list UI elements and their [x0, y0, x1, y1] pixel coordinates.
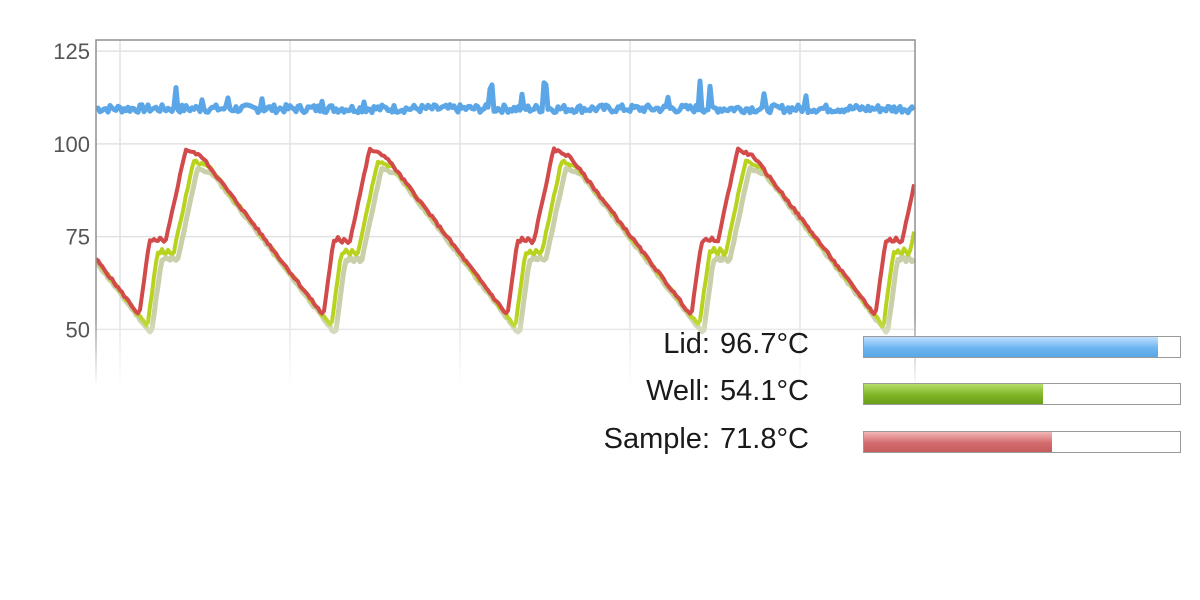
y-tick-label: 50 — [66, 317, 90, 342]
sample-label: Sample: — [603, 423, 710, 455]
plot-area — [94, 78, 917, 335]
well-label: Well: — [646, 375, 710, 407]
well-readout: Well: 54.1°C — [540, 375, 1190, 421]
y-axis-ticks: 50 75 100 125 — [53, 39, 90, 342]
chart-border — [95, 39, 916, 385]
well-value: 54.1°C — [720, 375, 809, 407]
plot-bottom-fade — [94, 315, 917, 387]
y-tick-label: 100 — [53, 132, 90, 157]
y-tick-label: 75 — [66, 225, 90, 250]
y-tick-label: 125 — [53, 39, 90, 64]
sample-level-fill — [864, 432, 1053, 452]
lid-level-bar — [863, 336, 1181, 358]
lid-series-line — [95, 78, 917, 116]
sample-readout: Sample: 71.8°C — [540, 423, 1190, 469]
well-series-shadow — [94, 165, 917, 335]
lid-level-fill — [864, 337, 1158, 357]
sample-value: 71.8°C — [720, 423, 809, 455]
sample-series-line — [94, 146, 916, 316]
chart-frame — [94, 39, 917, 387]
well-level-fill — [864, 384, 1043, 404]
lid-readout: Lid: 96.7°C — [540, 328, 1190, 374]
lid-value: 96.7°C — [720, 328, 809, 360]
sample-level-bar — [863, 431, 1181, 453]
lid-label: Lid: — [663, 328, 710, 360]
well-level-bar — [863, 383, 1181, 405]
